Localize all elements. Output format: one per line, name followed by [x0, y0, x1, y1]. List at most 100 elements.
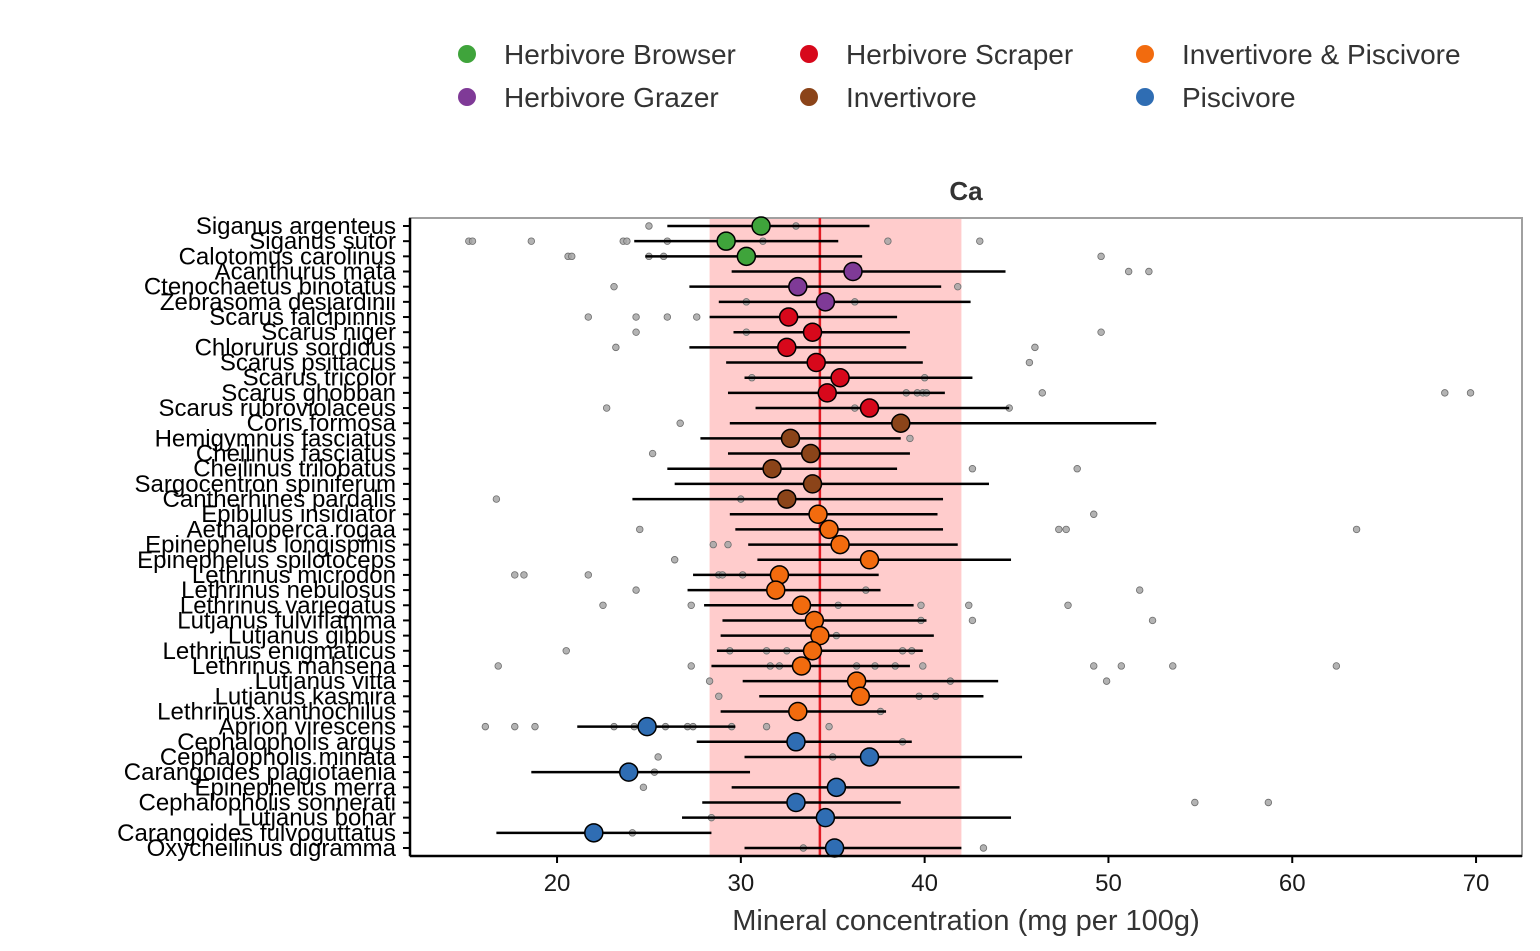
y-tick-label: Chlorurus sordidus [195, 334, 396, 361]
y-tick-label: Aethaloperca rogaa [187, 516, 397, 543]
raw-point [481, 722, 490, 731]
raw-point [670, 556, 679, 564]
x-tick-label: 30 [727, 870, 754, 897]
y-tick-label: Coris formosa [247, 410, 397, 437]
raw-point [1148, 616, 1157, 625]
y-tick-label: Scarus niger [261, 319, 396, 346]
raw-point [1031, 343, 1039, 352]
x-tick-label: 20 [544, 870, 571, 897]
raw-point [612, 343, 620, 352]
y-tick-label: Lutjanus gibbus [228, 623, 396, 650]
raw-point [968, 465, 977, 473]
legend-swatch [1136, 45, 1154, 63]
y-tick-label: Carangoides plagiotaenia [124, 759, 397, 786]
mean-point [777, 489, 797, 509]
legend-swatch [458, 45, 476, 63]
mean-point [808, 504, 828, 524]
raw-point [825, 722, 833, 731]
raw-point [687, 601, 695, 609]
mean-point [736, 246, 757, 267]
raw-point [1145, 267, 1153, 276]
raw-point [492, 495, 501, 503]
raw-point [965, 601, 973, 609]
raw-point [562, 647, 570, 655]
legend-swatch [458, 88, 476, 106]
y-tick-label: Lutjanus kasmira [215, 683, 397, 710]
y-tick-label: Oxycheilinus digramma [147, 835, 397, 862]
mean-point [777, 337, 797, 358]
x-tick-label: 60 [1279, 870, 1306, 897]
raw-point [531, 722, 539, 731]
raw-point [1025, 358, 1034, 367]
legend-swatch [800, 88, 818, 106]
mean-point [637, 716, 657, 737]
y-tick-label: Lethrinus variegatus [180, 592, 396, 619]
y-tick-label: Lethrinus microdon [192, 562, 396, 589]
raw-point [520, 571, 528, 579]
mean-point [802, 322, 823, 342]
mean-point [850, 686, 871, 707]
legend-label: Invertivore & Piscivore [1182, 39, 1461, 70]
mean-point [618, 762, 639, 782]
y-tick-label: Lethrinus xanthochilus [157, 698, 396, 725]
y-tick-label: Scarus tricolor [243, 365, 396, 392]
y-tick-label: Scarus falcipinnis [209, 304, 396, 331]
raw-point [632, 328, 640, 336]
raw-point [636, 525, 644, 534]
raw-point [599, 601, 607, 609]
y-tick-label: Lutjanus vitta [255, 668, 397, 695]
y-tick-label: Cheilinus trilobatus [193, 456, 396, 483]
mean-point [786, 732, 806, 752]
raw-point [1191, 798, 1199, 807]
raw-point [1102, 677, 1111, 685]
legend-swatch [800, 45, 818, 63]
raw-point [705, 677, 714, 685]
raw-point [584, 571, 592, 579]
raw-point [1117, 662, 1126, 670]
raw-point [511, 722, 519, 731]
y-tick-label: Cephalopholis miniata [160, 744, 397, 771]
raw-point [715, 692, 723, 700]
y-tick-label: Calotomus carolinus [179, 243, 396, 270]
mean-point [716, 231, 736, 251]
raw-point [602, 404, 611, 412]
mean-point [751, 216, 771, 236]
raw-point [1097, 328, 1105, 336]
raw-point [917, 601, 925, 609]
mean-point [859, 747, 880, 767]
mean-point [830, 534, 850, 555]
mean-point [817, 383, 837, 403]
mean-point [859, 550, 880, 570]
y-tick-label: Lethrinus mahsena [192, 653, 397, 680]
mean-point [819, 519, 839, 540]
raw-point [1124, 267, 1133, 276]
legend-label: Herbivore Scraper [846, 39, 1073, 70]
mean-point [824, 838, 845, 858]
raw-point [1332, 662, 1341, 670]
raw-point [1090, 662, 1098, 670]
y-tick-label: Epibulus insidiator [201, 501, 396, 528]
x-axis-title: Mineral concentration (mg per 100g) [732, 905, 1199, 937]
panel-border [409, 217, 1523, 857]
mean-point [584, 823, 604, 843]
mean-point [826, 777, 847, 798]
mean-point [786, 792, 806, 813]
mean-point [780, 428, 801, 449]
raw-point [610, 282, 618, 291]
raw-point [494, 662, 502, 670]
legend-label: Invertivore [846, 82, 977, 113]
raw-point [568, 252, 576, 261]
raw-point [1073, 465, 1081, 473]
raw-point [1062, 525, 1070, 534]
raw-point [1090, 510, 1098, 518]
mean-point [806, 352, 826, 373]
raw-point [979, 844, 988, 852]
mean-point [802, 641, 823, 661]
x-tick-label: 40 [911, 870, 938, 897]
raw-point [1038, 389, 1046, 397]
raw-point [906, 434, 914, 443]
y-tick-label: Lutjanus bohar [237, 805, 396, 832]
mean-point [843, 261, 863, 282]
